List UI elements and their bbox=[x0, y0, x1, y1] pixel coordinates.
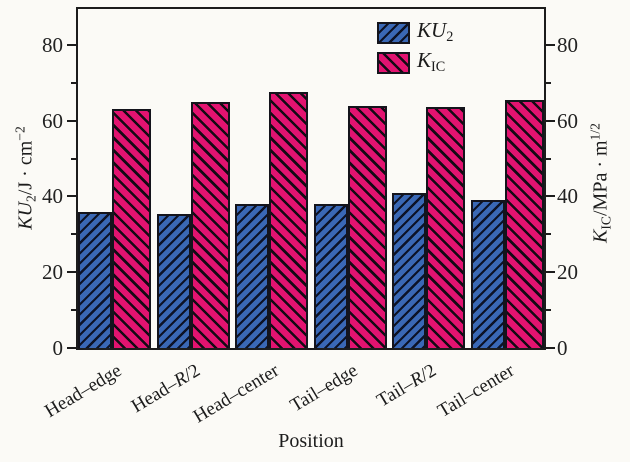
y-tick-right-10 bbox=[546, 309, 551, 312]
bar-ku2-0 bbox=[78, 212, 112, 348]
y-tick-label-right-60: 60 bbox=[557, 108, 578, 133]
bar-kic-0 bbox=[112, 109, 151, 348]
y-tick-right-40 bbox=[546, 195, 555, 198]
x-tick-label-2: Head–center bbox=[189, 360, 283, 428]
label-segment: 1/2 bbox=[587, 123, 603, 141]
y-tick-label-left-0: 0 bbox=[52, 336, 64, 360]
y-tick-left-30 bbox=[71, 233, 76, 236]
label-segment: −2 bbox=[12, 126, 28, 141]
x-tick-label-3: Tail–edge bbox=[286, 360, 362, 417]
y-axis-left-title: KU2/J · cm−2 bbox=[13, 126, 40, 230]
bar-kic-4 bbox=[426, 107, 466, 348]
y-tick-label-left-60: 60 bbox=[42, 108, 63, 133]
bar-kic-3 bbox=[347, 106, 387, 348]
legend-item-ku2: KU2 bbox=[377, 19, 453, 48]
y-tick-label-right-0: 0 bbox=[557, 336, 568, 360]
label-segment: KU bbox=[14, 201, 37, 230]
y-tick-left-70 bbox=[71, 81, 76, 84]
plot-area: KU2 KIC Head–edge Head–R/2 Head–center Tail… bbox=[41, 7, 578, 427]
label-segment: KU bbox=[417, 18, 447, 42]
label-segment: /MPa · m bbox=[589, 140, 612, 216]
y-tick-label-left-80: 80 bbox=[42, 32, 63, 57]
y-tick-left-80 bbox=[67, 43, 76, 46]
y-tick-left-10 bbox=[71, 309, 76, 312]
label-segment: /J · cm bbox=[14, 140, 37, 196]
legend: KU2 KIC bbox=[377, 19, 453, 79]
y-tick-left-50 bbox=[71, 157, 76, 160]
legend-label-kic: KIC bbox=[417, 49, 445, 78]
legend-swatch-ku2 bbox=[377, 22, 410, 45]
label-segment: 2 bbox=[446, 28, 454, 45]
y-tick-left-60 bbox=[67, 119, 76, 122]
y-tick-right-80 bbox=[546, 43, 555, 46]
y-axis-right-title: KIC/MPa · m1/2 bbox=[588, 123, 615, 243]
legend-swatch-kic bbox=[377, 52, 410, 75]
y-tick-right-70 bbox=[546, 81, 551, 84]
y-tick-label-left-20: 20 bbox=[42, 260, 63, 285]
label-segment: K bbox=[417, 47, 432, 72]
legend-label-ku2: KU2 bbox=[417, 19, 453, 48]
y-tick-label-left-40: 40 bbox=[42, 184, 63, 209]
y-tick-right-60 bbox=[546, 119, 555, 122]
x-tick-label-0: Head–edge bbox=[41, 360, 126, 423]
y-tick-left-0 bbox=[67, 347, 76, 349]
label-segment: K bbox=[589, 229, 612, 243]
label-segment: IC bbox=[431, 58, 446, 75]
y-tick-left-40 bbox=[67, 195, 76, 198]
label-segment: 2 bbox=[23, 195, 39, 202]
x-tick-label-4: Tail–R/2 bbox=[373, 360, 440, 412]
bar-kic-1 bbox=[190, 102, 230, 348]
x-tick-label-5: Tail–center bbox=[434, 360, 519, 422]
bar-ku2-1 bbox=[156, 214, 191, 348]
y-tick-right-0 bbox=[546, 347, 555, 349]
y-tick-label-right-40: 40 bbox=[557, 184, 578, 209]
y-tick-right-30 bbox=[546, 233, 551, 236]
bar-ku2-5 bbox=[471, 200, 505, 348]
bar-ku2-2 bbox=[235, 204, 270, 348]
bar-kic-5 bbox=[505, 100, 544, 348]
y-tick-label-right-80: 80 bbox=[557, 32, 578, 57]
bar-ku2-4 bbox=[392, 193, 427, 348]
label-segment: IC bbox=[598, 216, 614, 230]
y-tick-right-50 bbox=[546, 157, 551, 160]
y-tick-left-20 bbox=[67, 271, 76, 274]
bar-kic-2 bbox=[269, 92, 309, 348]
x-axis-title: Position bbox=[278, 430, 344, 452]
y-tick-label-right-20: 20 bbox=[557, 260, 578, 285]
bar-ku2-3 bbox=[313, 204, 348, 348]
legend-item-kic: KIC bbox=[377, 49, 453, 78]
y-tick-right-20 bbox=[546, 271, 555, 274]
